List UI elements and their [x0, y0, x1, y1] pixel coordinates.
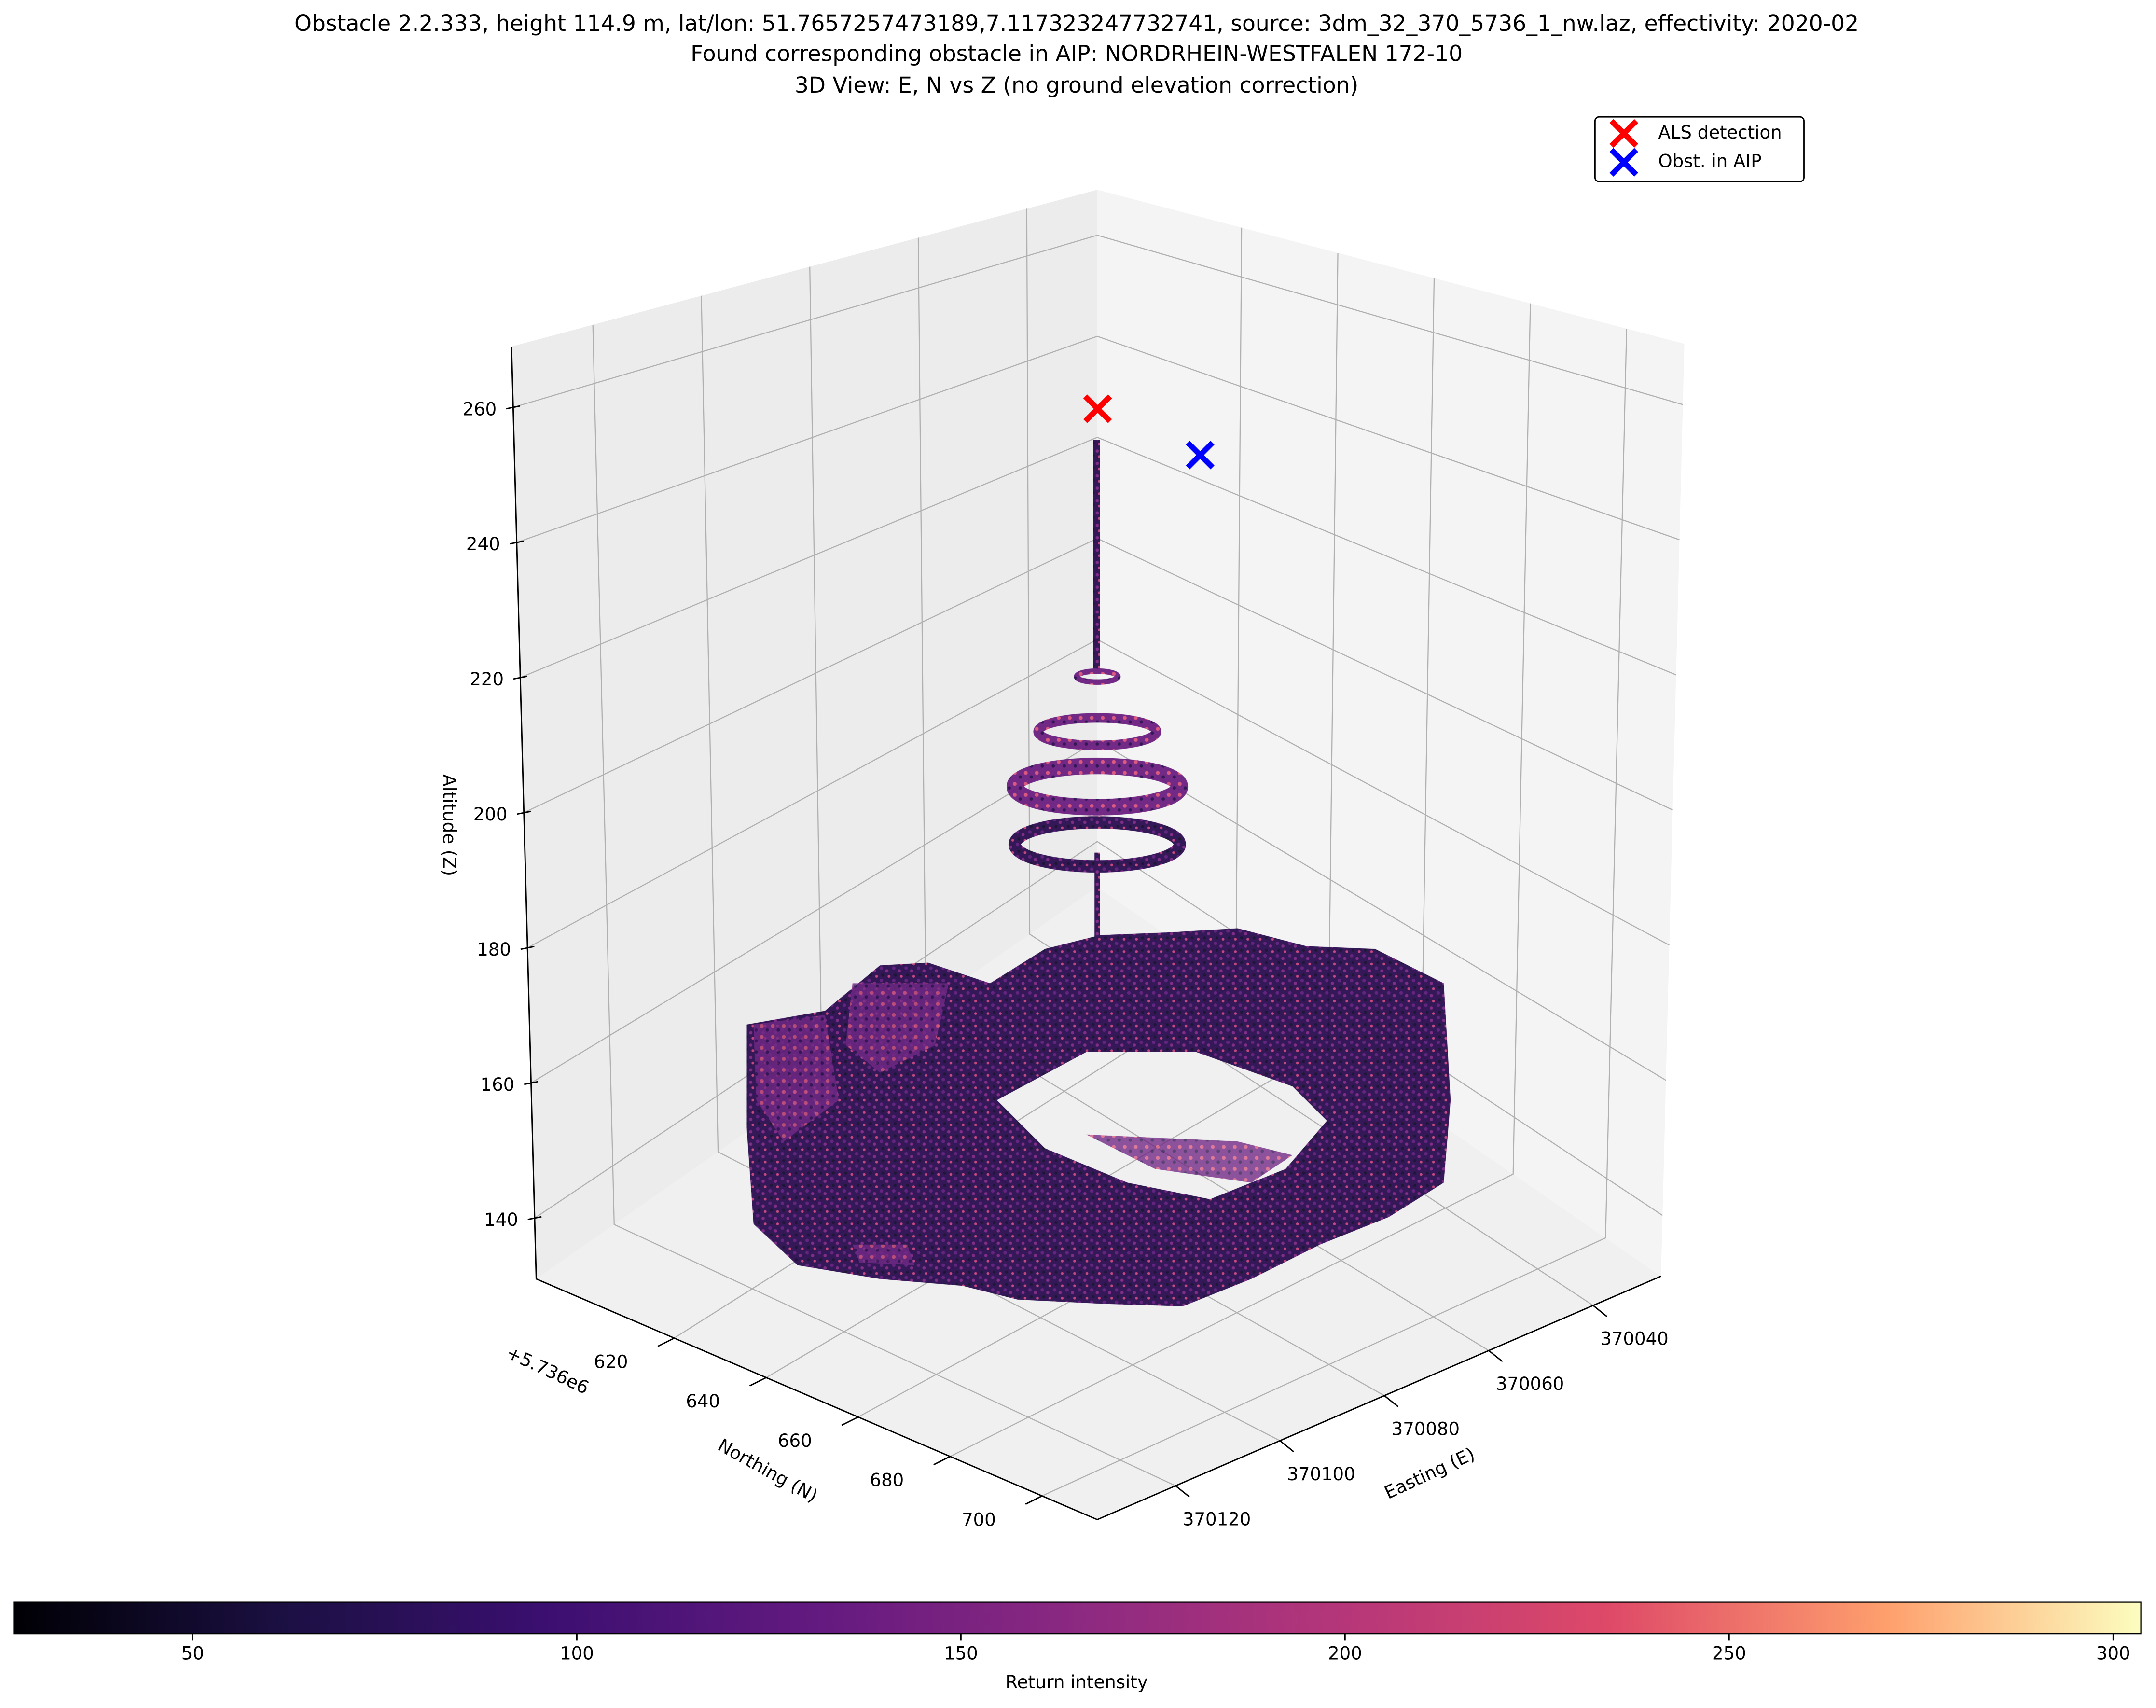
z-tick-label: 260: [462, 399, 497, 419]
y-tick: [749, 1377, 767, 1387]
z-tick: [524, 1081, 539, 1085]
y-tick-label: 700: [962, 1509, 996, 1530]
grid-line: [950, 303, 1531, 1457]
title-line: Found corresponding obstacle in AIP: NOR…: [691, 41, 1463, 66]
colorbar-tick-label: 100: [560, 1643, 594, 1664]
x-tick-label: 370100: [1287, 1464, 1355, 1485]
z-tick: [510, 540, 524, 545]
grid-line: [592, 324, 1176, 1486]
z-tick-label: 140: [484, 1209, 518, 1230]
tower-mast: [1093, 440, 1100, 674]
y-tick: [841, 1416, 859, 1426]
y-tick: [657, 1337, 675, 1347]
cloud-highlight: [753, 983, 1293, 1265]
x-axis: [1097, 1275, 1661, 1520]
x-tick-label: 370120: [1183, 1509, 1251, 1529]
point-cloud: [746, 440, 1451, 1306]
x-tick-label: 370040: [1600, 1329, 1668, 1349]
y-axis: [536, 1278, 1098, 1520]
z-tick-label: 220: [470, 669, 504, 690]
y-tick-label: 660: [778, 1430, 812, 1451]
legend-marker: [1609, 148, 1638, 177]
grid-line: [701, 295, 1281, 1442]
colorbar-tick-label: 250: [1712, 1643, 1746, 1664]
y-tick-label: 620: [594, 1351, 628, 1372]
z-tick: [517, 810, 531, 815]
pane: [1097, 190, 1685, 1277]
x-tick-label: 370060: [1496, 1374, 1564, 1394]
z-tick: [520, 945, 535, 950]
legend-marker: [1609, 119, 1638, 148]
grid-line: [520, 436, 1676, 679]
tower-ring: [1006, 758, 1188, 816]
z-tick-label: 180: [477, 939, 511, 960]
y-tick: [1025, 1495, 1043, 1505]
tower-ring: [1074, 668, 1121, 685]
colorbar-label: Return intensity: [1006, 1672, 1148, 1693]
title-line: Obstacle 2.2.333, height 114.9 m, lat/lo…: [294, 11, 1859, 36]
y-offset-label: +5.736e6: [503, 1342, 592, 1398]
colorbar-tick-label: 50: [181, 1643, 204, 1664]
z-tick-label: 240: [466, 534, 500, 555]
z-tick-label: 200: [473, 804, 508, 825]
marker: [1186, 441, 1215, 470]
grid-line: [1042, 328, 1628, 1497]
x-tick: [1279, 1440, 1294, 1453]
y-tick: [933, 1456, 951, 1466]
x-tick: [1488, 1350, 1503, 1362]
axes: 140 160 180 200 220 240 260 620 640 660 680 700 3700…: [462, 347, 1669, 1530]
x-axis-label: Easting (E): [1381, 1444, 1478, 1503]
z-tick: [527, 1216, 542, 1221]
grid-line: [530, 739, 1666, 1083]
z-tick-label: 160: [481, 1074, 515, 1095]
z-tick: [513, 675, 527, 680]
colorbar-axis: 50 100 150 200 250 300: [181, 1634, 2130, 1664]
colorbar-tick-label: 300: [2096, 1643, 2130, 1664]
title-line: 3D View: E, N vs Z (no ground elevation …: [795, 72, 1358, 98]
legend-label: Obst. in AIP: [1658, 151, 1761, 172]
x-tick-label: 370080: [1392, 1419, 1460, 1440]
grid-line: [516, 335, 1680, 543]
marks: [1083, 394, 1215, 470]
marker: [1083, 394, 1112, 423]
grid-line: [534, 841, 1663, 1219]
y-tick-label: 680: [870, 1470, 904, 1491]
x-tick: [1383, 1395, 1399, 1407]
tower-shaft: [1094, 852, 1100, 963]
colorbar: [13, 1601, 2142, 1635]
y-tick-label: 640: [686, 1391, 720, 1412]
x-tick: [1175, 1485, 1190, 1498]
colorbar-tick-label: 200: [1328, 1643, 1362, 1664]
x-tick: [1592, 1305, 1607, 1317]
tower-ring: [1033, 713, 1161, 750]
legend-label: ALS detection: [1658, 122, 1782, 143]
grid-line: [513, 235, 1683, 408]
colorbar-tick-label: 150: [944, 1643, 978, 1664]
legend: ALS detection Obst. in AIP: [1609, 119, 1782, 177]
z-tick: [506, 405, 520, 410]
legend-box: [1594, 116, 1805, 182]
z-axis-label: Altitude (Z): [439, 774, 459, 876]
